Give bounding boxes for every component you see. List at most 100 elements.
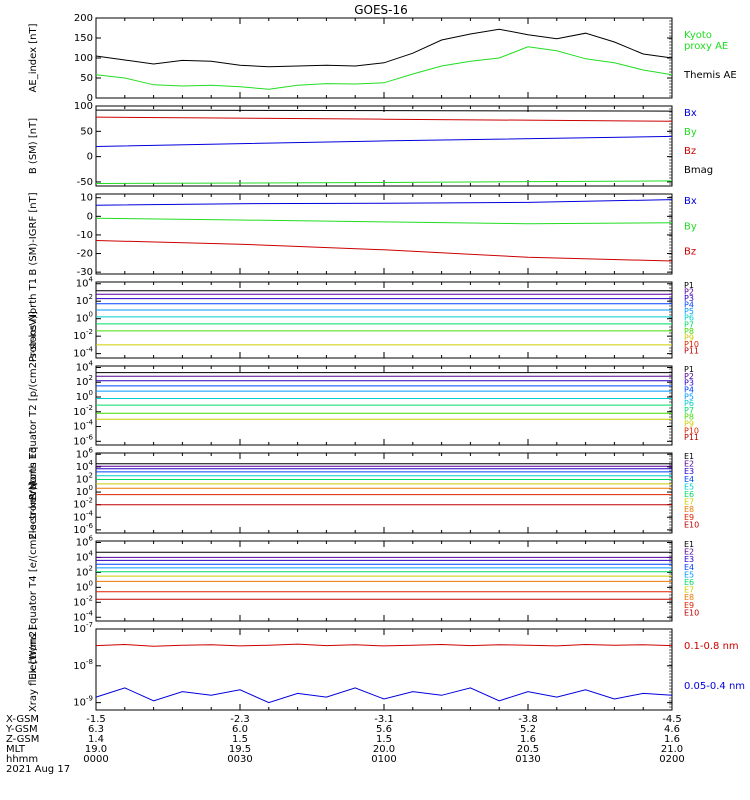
y-tick-label: 102: [76, 374, 93, 388]
y-tick-label: 102: [76, 293, 93, 307]
legend-label: Bmag: [684, 165, 713, 176]
legend-label: Bx: [684, 196, 697, 207]
legend-label: Bz: [684, 247, 696, 258]
y-tick-label: 10-8: [73, 658, 93, 672]
legend-label: P3: [684, 379, 694, 388]
legend-label: P8: [684, 327, 694, 336]
legend-label: E6: [684, 490, 694, 499]
legend-label: P2: [684, 288, 694, 297]
footer-row-label: Z-GSM: [6, 734, 39, 745]
y-tick-label: 150: [74, 33, 93, 44]
footer-value: 21.0: [661, 744, 683, 755]
legend-label: E3: [684, 555, 694, 564]
y-axis-label: Protons Equator T2 [p/(cm2-s-sr-keV)]: [28, 311, 39, 500]
footer-value: 1.6: [664, 734, 680, 745]
y-tick-label: -10: [77, 230, 93, 241]
y-tick-label: 10-9: [73, 695, 93, 709]
footer-value: 0100: [371, 754, 396, 765]
y-tick-label: -20: [77, 249, 93, 260]
legend-label: E10: [684, 608, 699, 617]
y-axis-label: Electrons Equator T4 [e/(cm2-s-sr-keV)]: [28, 482, 39, 679]
legend-label: P4: [684, 301, 694, 310]
footer-value: 1.5: [232, 734, 248, 745]
y-tick-label: 10-2: [73, 594, 93, 608]
y-tick-label: 100: [76, 311, 93, 325]
y-tick-label: 10-2: [73, 497, 93, 511]
legend-label: E8: [684, 593, 694, 602]
y-tick-label: 0: [87, 152, 93, 163]
legend-label: E10: [684, 520, 699, 529]
y-tick-label: 10-6: [73, 522, 93, 536]
y-axis-label: Protons North T1: [28, 278, 39, 362]
footer-value: 0000: [83, 754, 108, 765]
y-tick-label: 100: [74, 53, 93, 64]
series-line-bx: [95, 135, 673, 147]
series-line-bz: [95, 116, 673, 122]
y-tick-label: 50: [80, 73, 93, 84]
footer-value: 0200: [659, 754, 684, 765]
y-tick-label: 100: [76, 579, 93, 593]
footer-value: 6.3: [88, 724, 104, 735]
footer-value: -4.5: [662, 714, 682, 725]
series-line-bmag: [95, 109, 673, 112]
y-tick-label: 100: [76, 389, 93, 403]
legend-label: P1: [684, 281, 694, 290]
y-tick-label: 10: [80, 193, 93, 204]
panel-frame: [95, 452, 673, 534]
panel-frame: [95, 628, 673, 711]
footer-row-label: MLT: [6, 744, 26, 755]
y-axis-label: AE_index [nT]: [28, 23, 39, 92]
y-tick-label: 104: [76, 459, 94, 473]
legend-label: P10: [684, 426, 699, 435]
panel-frame: [95, 193, 673, 275]
panel-8: 10-9 10-8 10-7 Xray flux [W/m2] 0.1-0.8 nm 0.…: [28, 621, 745, 712]
y-tick-label: 10-2: [73, 404, 93, 418]
footer-value: -2.3: [230, 714, 250, 725]
panel-3: -30 -20 -10 0 10 B (SM)-IGRF [nT] Bx By Bz: [28, 192, 697, 278]
legend-label: P5: [684, 307, 694, 316]
footer-row-label: hhmm: [6, 754, 38, 765]
footer-value: 20.5: [517, 744, 539, 755]
y-tick-label: 10-4: [73, 509, 93, 523]
y-tick-label: 200: [74, 13, 93, 24]
legend-label: E1: [684, 540, 694, 549]
y-tick-label: 0: [87, 93, 93, 104]
legend-label: E2: [684, 548, 694, 557]
y-tick-label: 106: [76, 446, 94, 460]
figure-title: GOES-16: [354, 3, 408, 17]
legend-label: E7: [684, 586, 694, 595]
footer-value: 0030: [227, 754, 252, 765]
series-line-by: [95, 217, 673, 225]
y-axis-label: B (SM) [nT]: [28, 118, 39, 174]
y-tick-label: -50: [77, 177, 93, 188]
series-line-by: [95, 180, 673, 184]
footer-value: 0130: [515, 754, 540, 765]
legend-label: 0.1-0.8 nm: [684, 641, 739, 652]
legend-label: E5: [684, 482, 694, 491]
footer-value: -3.1: [374, 714, 394, 725]
legend-label: Bz: [684, 146, 696, 157]
footer-row-label: X-GSM: [6, 714, 39, 725]
legend-label: P1: [684, 365, 694, 374]
legend-label: Bx: [684, 108, 697, 119]
y-tick-label: 104: [76, 549, 94, 563]
legend-label: E3: [684, 467, 694, 476]
legend-label: E4: [684, 563, 694, 572]
legend-label: E7: [684, 498, 694, 507]
y-tick-label: 104: [76, 276, 94, 290]
legend-label: E9: [684, 513, 694, 522]
legend-label: E9: [684, 601, 694, 610]
legend-label: P2: [684, 372, 694, 381]
legend-label: By: [684, 127, 697, 138]
footer-value: 6.0: [232, 724, 248, 735]
y-axis-label: Electrons North T3: [28, 446, 39, 539]
footer-value: -1.5: [86, 714, 106, 725]
legend-label: P11: [684, 346, 699, 355]
legend-label: proxy AE: [684, 41, 728, 52]
